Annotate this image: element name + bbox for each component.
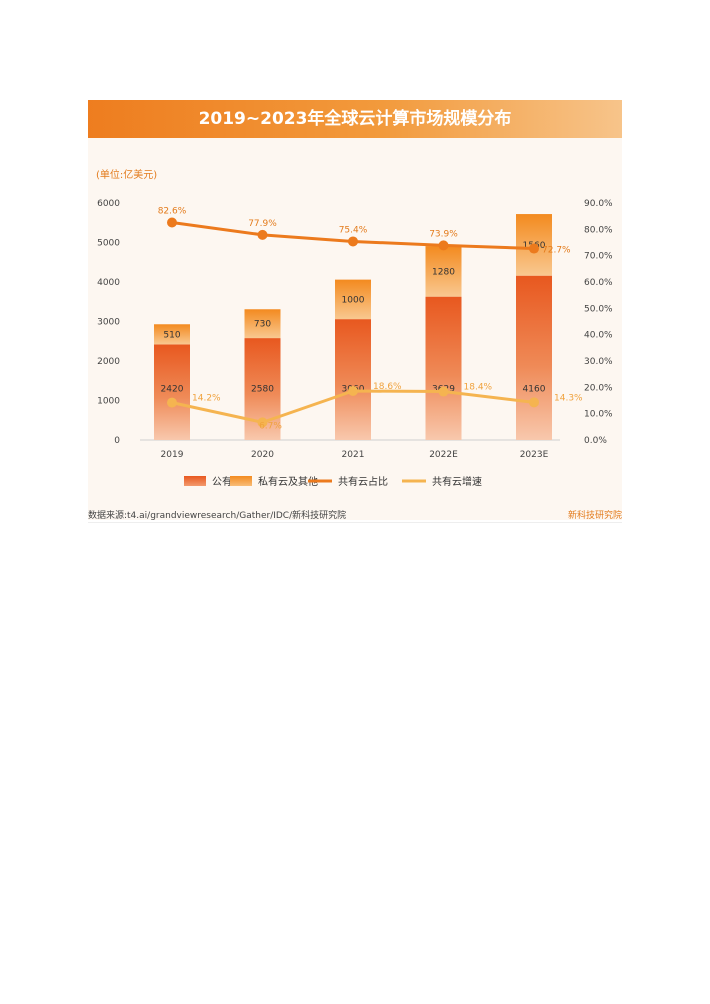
y-right-tick-label: 60.0%: [584, 278, 613, 288]
growth-series-point: [348, 386, 358, 397]
bar-private-cloud: [335, 279, 371, 320]
growth-series-point: [529, 397, 539, 408]
bar-public-cloud: [335, 319, 371, 440]
y-left-tick-label: 0: [114, 436, 120, 446]
share-series-point: [529, 243, 539, 254]
x-tick-label: 2022E: [429, 450, 458, 460]
bar-public-cloud: [425, 296, 462, 440]
share-series-value-label: 72.7%: [542, 246, 571, 256]
y-left-tick-label: 2000: [97, 357, 120, 367]
title-bar: 2019~2023年全球云计算市场规模分布: [88, 100, 622, 138]
x-tick-label: 2020: [251, 450, 274, 460]
y-right-tick-label: 80.0%: [584, 225, 613, 235]
y-right-tick-label: 30.0%: [584, 357, 613, 367]
growth-series-value-label: 18.4%: [464, 383, 493, 393]
bar-value-label-private: 1280: [432, 267, 455, 277]
legend-swatch-bar: [230, 476, 252, 486]
y-right-tick-label: 40.0%: [584, 331, 613, 341]
share-series-point: [438, 240, 449, 251]
data-source: 数据来源:t4.ai/grandviewresearch/Gather/IDC/…: [88, 511, 347, 521]
growth-series-value-label: 6.7%: [259, 421, 282, 431]
share-series-point: [257, 229, 268, 240]
legend-swatch-bar: [184, 476, 206, 486]
share-series-value-label: 73.9%: [429, 229, 458, 239]
share-series-point: [348, 236, 358, 247]
growth-series-value-label: 18.6%: [373, 382, 402, 392]
legend-label: 共有云占比: [338, 475, 388, 488]
growth-series-point: [167, 397, 177, 408]
publisher-name: 新科技研究院: [567, 511, 622, 521]
x-tick-label: 2019: [161, 450, 184, 460]
growth-series-value-label: 14.3%: [554, 393, 583, 403]
bar-value-label-private: 1000: [342, 295, 365, 305]
y-right-tick-label: 10.0%: [584, 410, 613, 420]
y-left-tick-label: 1000: [97, 397, 120, 407]
growth-series-point: [257, 417, 268, 428]
y-right-tick-label: 70.0%: [584, 252, 613, 262]
divider: [88, 522, 622, 523]
bar-value-label-public: 2580: [251, 385, 274, 395]
legend-label: 共有云增速: [432, 475, 482, 488]
chart-title: 2019~2023年全球云计算市场规模分布: [198, 109, 512, 129]
y-right-tick-label: 20.0%: [584, 383, 613, 393]
share-series-point: [167, 217, 177, 228]
unit-label: (单位:亿美元): [96, 170, 158, 181]
x-tick-label: 2023E: [520, 450, 549, 460]
bar-private-cloud: [244, 309, 281, 339]
bar-public-cloud: [516, 275, 552, 440]
bar-value-label-private: 510: [163, 330, 180, 340]
legend-label: 私有云及其他: [258, 475, 318, 488]
y-right-tick-label: 0.0%: [584, 436, 607, 446]
bar-private-cloud: [154, 324, 190, 345]
share-series-value-label: 75.4%: [339, 225, 368, 235]
y-left-tick-label: 6000: [97, 199, 120, 209]
growth-series-point: [438, 386, 449, 397]
x-tick-label: 2021: [342, 450, 365, 460]
bar-value-label-public: 2420: [161, 385, 184, 395]
y-left-tick-label: 4000: [97, 278, 120, 288]
share-series-value-label: 77.9%: [248, 219, 277, 229]
growth-series-value-label: 14.2%: [192, 394, 221, 404]
share-series-value-label: 82.6%: [158, 206, 187, 216]
y-right-tick-label: 90.0%: [584, 199, 613, 209]
bar-value-label-private: 730: [254, 320, 271, 330]
y-left-tick-label: 5000: [97, 239, 120, 249]
bar-private-cloud: [425, 246, 462, 297]
y-right-tick-label: 50.0%: [584, 304, 613, 314]
bar-public-cloud: [154, 344, 190, 440]
bar-value-label-public: 4160: [523, 385, 546, 395]
y-left-tick-label: 3000: [97, 318, 120, 328]
